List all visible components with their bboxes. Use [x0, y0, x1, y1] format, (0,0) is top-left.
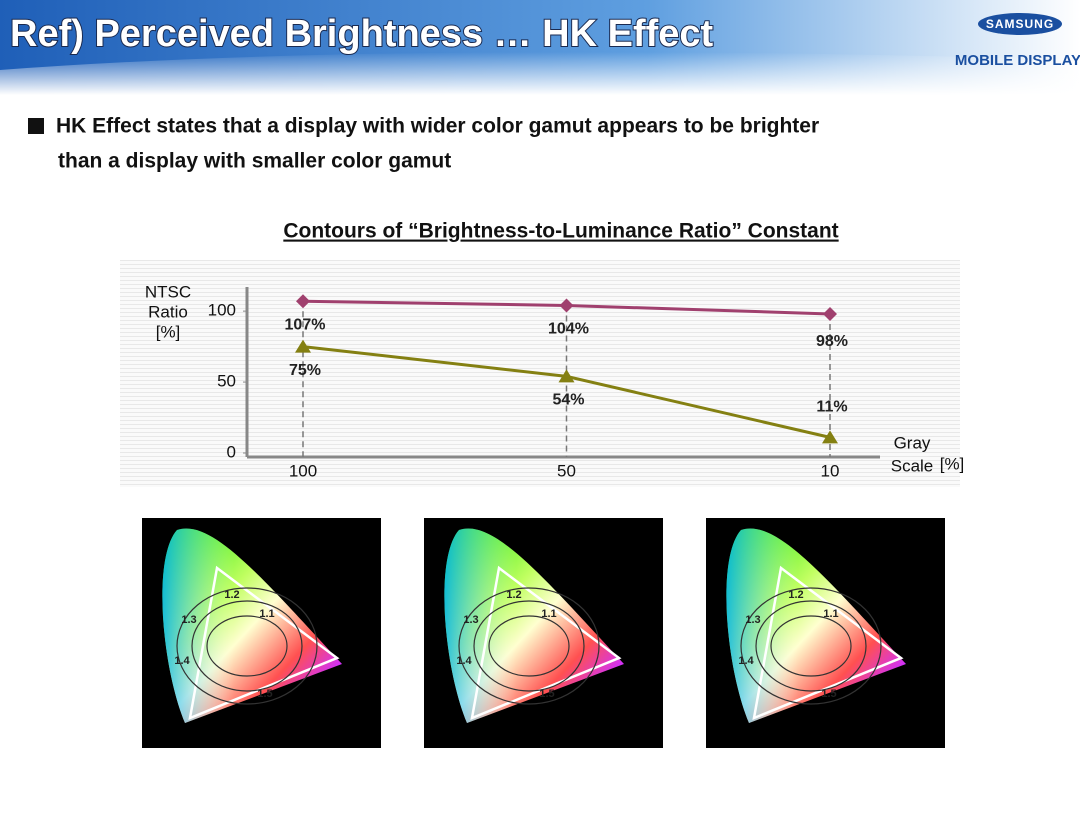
header-wave	[0, 52, 1080, 95]
contour-label: 1.2	[224, 589, 239, 601]
contour-label: 1.3	[181, 614, 196, 626]
y-tick-label: 0	[227, 442, 236, 461]
contour	[458, 587, 600, 705]
data-point	[558, 369, 575, 383]
logo: SAMSUNG	[986, 17, 1054, 31]
y-tick-label: 50	[217, 372, 236, 391]
contour-label: 1.2	[788, 589, 803, 601]
contour	[755, 600, 867, 692]
contour-label: 1.1	[259, 608, 274, 620]
contour-label: 1.5	[539, 688, 554, 700]
bullet-text: HK Effect states that a display with wid…	[56, 115, 819, 138]
logo-oval	[978, 13, 1062, 35]
contour-label: 1.4	[174, 655, 190, 667]
contour	[488, 615, 570, 677]
gamut-triangle	[752, 565, 904, 721]
data-point	[822, 430, 838, 444]
logo-subtitle: MOBILE DISPLAY	[955, 52, 1080, 69]
contour	[740, 587, 882, 705]
contour-label: 1.2	[506, 589, 521, 601]
data-label: 54%	[552, 392, 584, 409]
data-point	[823, 306, 837, 321]
y-axis-label: Ratio	[148, 302, 188, 321]
gamut-triangle	[470, 565, 622, 721]
x-axis-label: Gray	[894, 433, 931, 452]
contour-label: 1.1	[541, 608, 556, 620]
contour	[206, 615, 288, 677]
data-label: 11%	[816, 399, 847, 416]
data-label: 98%	[816, 333, 848, 350]
x-tick-label: 100	[289, 461, 317, 480]
x-tick-label: 10	[821, 461, 840, 480]
data-point	[559, 298, 574, 313]
chart-title: Contours of “Brightness-to-Luminance Rat…	[283, 220, 838, 243]
gamut-triangle	[188, 565, 340, 721]
data-label: 107%	[285, 316, 326, 333]
contour-label: 1.3	[745, 614, 760, 626]
contour-label: 1.5	[257, 688, 272, 700]
y-axis-label: [%]	[156, 322, 181, 341]
data-label: 75%	[289, 362, 321, 379]
contour-label: 1.1	[823, 608, 838, 620]
contour-label: 1.5	[821, 688, 836, 700]
x-tick-label: 50	[557, 461, 576, 480]
contour	[473, 600, 585, 692]
contour-label: 1.3	[463, 614, 478, 626]
bullet-text: than a display with smaller color gamut	[58, 150, 451, 173]
y-axis-label: NTSC	[145, 282, 191, 301]
bullet-square	[28, 118, 44, 134]
contour-label: 1.4	[738, 655, 754, 667]
slide-title: Ref) Perceived Brightness … HK Effect	[10, 13, 714, 55]
contour	[176, 587, 318, 705]
x-axis-label: Scale	[891, 456, 934, 475]
data-label: 104%	[548, 321, 589, 338]
data-point	[295, 339, 311, 353]
contour	[191, 600, 303, 692]
y-tick-label: 100	[208, 301, 236, 320]
contour	[770, 615, 852, 677]
contour-label: 1.4	[456, 655, 472, 667]
data-point	[296, 294, 310, 309]
x-axis-label: [%]	[940, 454, 965, 473]
